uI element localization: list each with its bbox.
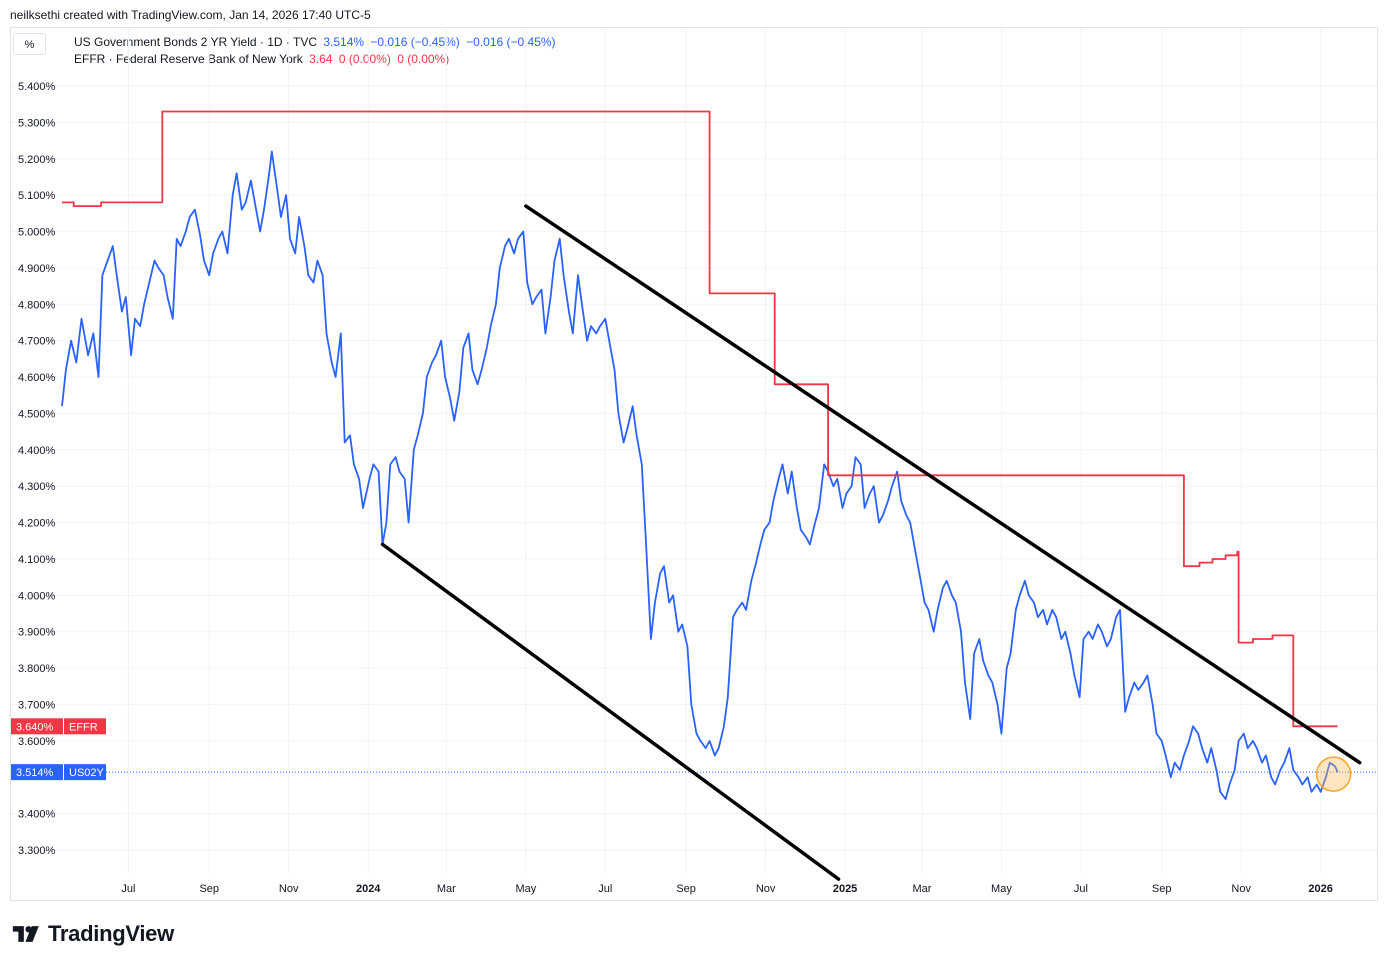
legend-series-value: 3.64 bbox=[309, 52, 333, 66]
legend-series-change: 0 (0.00%) bbox=[338, 52, 391, 66]
legend-series-name: EFFR · Federal Reserve Bank of New York bbox=[74, 52, 303, 66]
tradingview-logo-icon bbox=[12, 926, 39, 942]
legend-series-change: −0.016 (−0.45%) bbox=[370, 35, 460, 49]
legend-series-name: US Government Bonds 2 YR Yield · 1D · TV… bbox=[74, 35, 317, 49]
legend-series-change-2: −0.016 (−0.45%) bbox=[466, 35, 556, 49]
tradingview-logo[interactable]: TradingView bbox=[12, 921, 174, 947]
chart-frame bbox=[10, 27, 1378, 901]
attribution-text: neilksethi created with TradingView.com,… bbox=[10, 8, 371, 22]
legend-row-effr[interactable]: EFFR · Federal Reserve Bank of New York … bbox=[74, 52, 452, 66]
unit-selector[interactable]: % bbox=[13, 33, 46, 55]
brand-name: TradingView bbox=[48, 921, 174, 946]
legend-row-us02y[interactable]: US Government Bonds 2 YR Yield · 1D · TV… bbox=[74, 35, 559, 49]
legend-series-value: 3.514% bbox=[323, 35, 365, 49]
legend-series-change-2: 0 (0.00%) bbox=[397, 52, 450, 66]
